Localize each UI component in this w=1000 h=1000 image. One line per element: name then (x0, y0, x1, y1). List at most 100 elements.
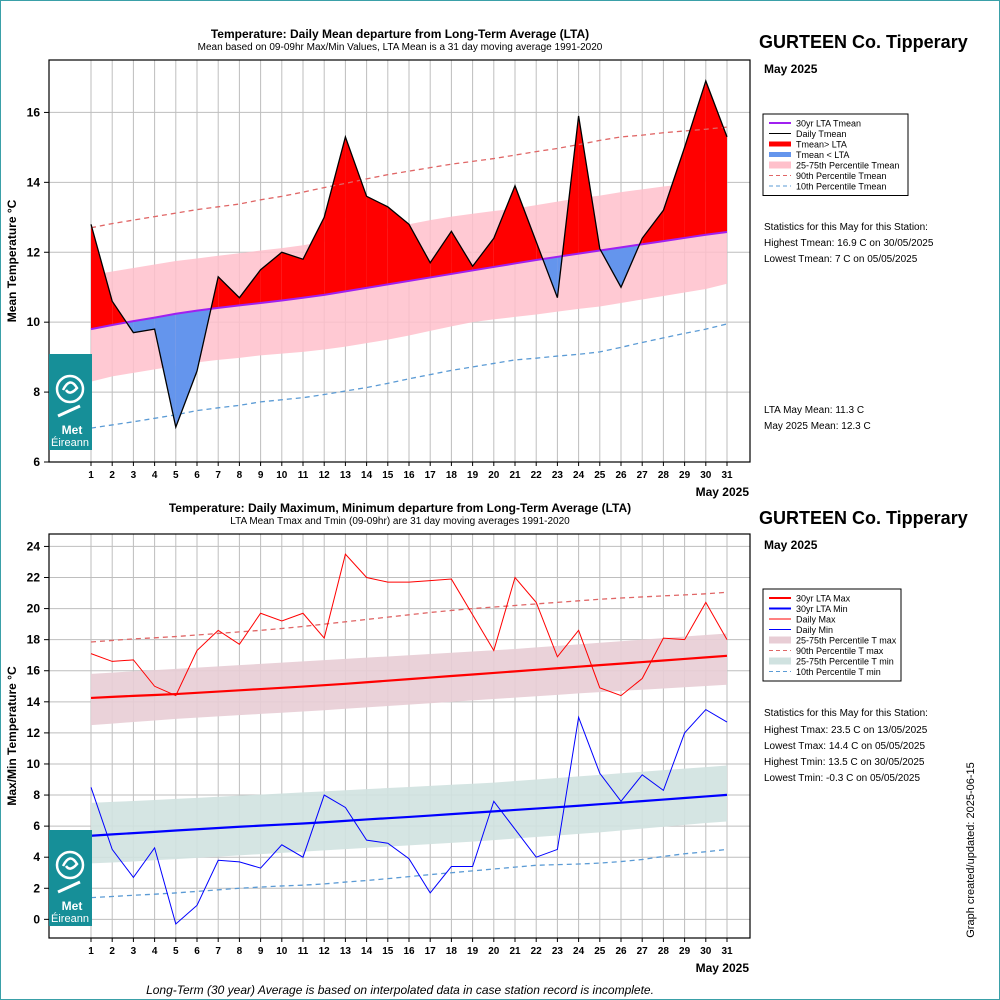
y-tick-label: 24 (27, 539, 41, 553)
x-tick-label: 31 (721, 470, 733, 481)
y-axis-label: Mean Temperature °C (5, 199, 19, 322)
line-10th-percentile-tmin (90, 848, 728, 899)
y-tick-label: 6 (33, 455, 40, 469)
chart-title: Temperature: Daily Mean departure from L… (211, 27, 589, 41)
stats-line: Highest Tmin: 13.5 C on 30/05/2025 (764, 757, 925, 768)
x-tick-label: 23 (552, 470, 564, 481)
x-tick-label: 14 (361, 470, 373, 481)
legend-swatch (769, 657, 791, 665)
legend-label: 10th Percentile T min (796, 667, 881, 677)
line-lta-tmean (90, 230, 728, 331)
plot-border (48, 59, 751, 463)
fill-above-lta (281, 252, 303, 301)
station-title: GURTEEN Co. Tipperary (759, 32, 968, 52)
y-tick-label: 16 (27, 105, 41, 119)
legend-label: 10th Percentile Tmean (796, 182, 886, 192)
swirl-icon (55, 374, 85, 404)
updated-label: Graph created/updated: 2025-06-15 (965, 762, 977, 938)
x-tick-label: 5 (173, 470, 179, 481)
x-tick-label: 27 (637, 946, 649, 957)
swirl-icon (61, 857, 79, 870)
swirl-icon (57, 404, 81, 418)
fill-above-lta (366, 196, 388, 288)
x-tick-label: 18 (446, 946, 458, 957)
x-tick-label: 19 (467, 946, 479, 957)
legend-label: 30yr LTA Max (796, 594, 851, 604)
chart-subtitle: LTA Mean Tmax and Tmin (09-09hr) are 31 … (230, 516, 570, 527)
x-tick-label: 1 (88, 470, 94, 481)
line-daily-min (90, 708, 728, 925)
x-tick-label: 19 (467, 470, 479, 481)
x-tick-label: 27 (637, 470, 649, 481)
x-tick-label: 29 (679, 946, 691, 957)
y-tick-label: 20 (27, 602, 41, 616)
plot-area-mean (49, 60, 750, 463)
swirl-icon (61, 381, 79, 394)
fill-above-lta (684, 80, 706, 238)
x-tick-label: 24 (573, 946, 585, 957)
stats-line: Lowest Tmean: 7 C on 05/05/2025 (764, 254, 918, 265)
logo-text: Met (62, 423, 83, 437)
legend-label: Daily Max (796, 615, 836, 625)
y-tick-label: 14 (27, 175, 41, 189)
logo-text: Éireann (51, 912, 89, 925)
y-tick-label: 12 (27, 726, 41, 740)
fill-below-lta (133, 317, 155, 333)
x-tick-label: 13 (340, 470, 352, 481)
fill-above-lta (239, 269, 261, 306)
x-tick-label: 1 (88, 946, 94, 957)
x-tick-label: 7 (215, 470, 221, 481)
fill-above-lta (515, 185, 537, 264)
x-tick-label: 11 (298, 946, 309, 957)
y-tick-label: 8 (33, 385, 40, 399)
x-tick-label: 7 (215, 946, 221, 957)
line-daily-tmean (90, 79, 728, 430)
x-tick-label: 9 (258, 470, 264, 481)
x-tick-label: 3 (131, 470, 137, 481)
fill-below-lta (154, 313, 176, 428)
plot-area-maxmin (49, 534, 750, 938)
legend-label: 25-75th Percentile T max (796, 636, 897, 646)
x-tick-label: 17 (425, 470, 437, 481)
stats-line: Lowest Tmax: 14.4 C on 05/05/2025 (764, 741, 925, 752)
fill-above-lta (260, 252, 282, 303)
fill-above-lta (91, 224, 113, 330)
line-daily-max (90, 553, 728, 697)
fill-above-lta (409, 224, 431, 281)
fill-above-lta (387, 206, 409, 285)
x-tick-label: 26 (615, 470, 627, 481)
x-tick-label: 8 (237, 470, 243, 481)
line-90th-percentile-tmax (90, 591, 728, 643)
stats-heading: Statistics for this May for this Station… (764, 222, 928, 233)
y-tick-label: 16 (27, 664, 41, 678)
legend-label: Tmean < LTA (796, 150, 849, 160)
band-25-75-tmin (91, 765, 727, 864)
x-tick-label: 12 (319, 946, 331, 957)
legend-label: 25-75th Percentile Tmean (796, 161, 899, 171)
legend-label: Daily Min (796, 625, 833, 635)
legend-box (762, 588, 902, 682)
x-tick-label: 16 (403, 946, 415, 957)
y-tick-label: 22 (27, 571, 41, 585)
y-tick-label: 12 (27, 245, 41, 259)
y-axis-label: Max/Min Temperature °C (5, 666, 19, 806)
chart-subtitle: Mean based on 09-09hr Max/Min Values, LT… (198, 42, 603, 53)
x-tick-label: 11 (298, 470, 309, 481)
legend-label: Tmean> LTA (796, 140, 847, 150)
legend-label: 30yr LTA Tmean (796, 119, 861, 129)
x-tick-label: 10 (276, 946, 288, 957)
x-tick-label: 15 (382, 946, 394, 957)
y-tick-label: 10 (27, 757, 41, 771)
x-tick-label: 5 (173, 946, 179, 957)
line-lta-max (90, 654, 728, 700)
logo-text: Éireann (51, 436, 89, 449)
x-tick-label: 25 (594, 470, 606, 481)
y-tick-label: 18 (27, 633, 41, 647)
y-tick-label: 10 (27, 315, 41, 329)
y-tick-label: 0 (33, 912, 40, 926)
x-tick-label: 28 (658, 946, 670, 957)
x-tick-label: 2 (109, 470, 115, 481)
x-tick-label: 21 (509, 470, 521, 481)
